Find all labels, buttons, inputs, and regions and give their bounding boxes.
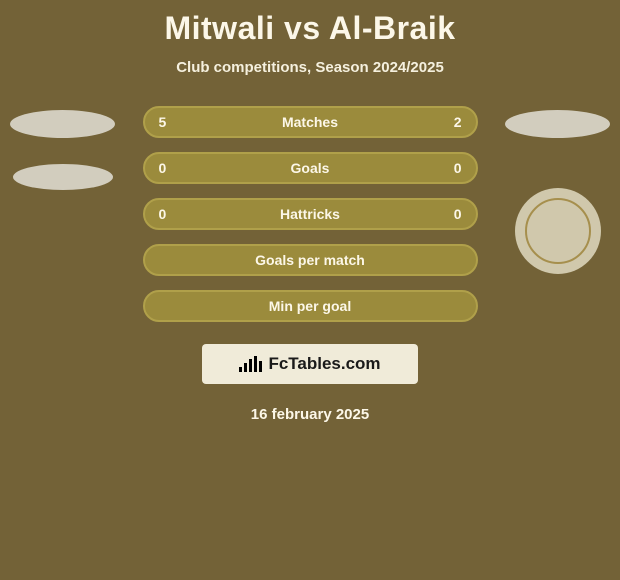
stat-label: Goals [145, 160, 476, 176]
right-club-badge [515, 188, 601, 274]
stat-label: Matches [145, 114, 476, 130]
right-player-shape-1 [505, 110, 610, 138]
stat-label: Min per goal [145, 298, 476, 314]
stats-container: 5 Matches 2 0 Goals 0 0 Hattricks 0 Goal… [0, 106, 620, 322]
stat-row-goals-per-match: Goals per match [143, 244, 478, 276]
right-player-column [500, 106, 615, 274]
stat-row-matches: 5 Matches 2 [143, 106, 478, 138]
stat-row-goals: 0 Goals 0 [143, 152, 478, 184]
fctables-label: FcTables.com [268, 354, 380, 374]
stat-label: Goals per match [145, 252, 476, 268]
footer-date: 16 february 2025 [0, 406, 620, 423]
bars-icon [239, 356, 262, 372]
left-player-column [5, 106, 120, 190]
left-player-shape-2 [13, 164, 113, 190]
stat-label: Hattricks [145, 206, 476, 222]
page-title: Mitwali vs Al-Braik [0, 0, 620, 47]
stat-row-hattricks: 0 Hattricks 0 [143, 198, 478, 230]
page-subtitle: Club competitions, Season 2024/2025 [0, 59, 620, 76]
left-player-shape-1 [10, 110, 115, 138]
fctables-badge[interactable]: FcTables.com [202, 344, 418, 384]
right-club-badge-ring [525, 198, 591, 264]
stat-row-min-per-goal: Min per goal [143, 290, 478, 322]
